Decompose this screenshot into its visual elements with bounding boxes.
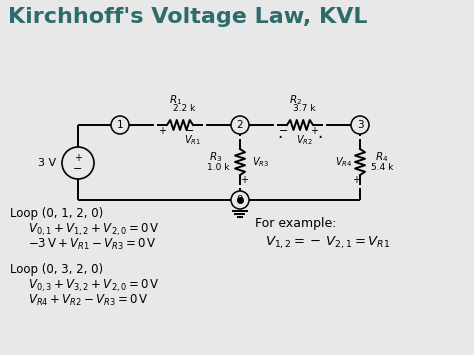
Circle shape	[231, 116, 249, 134]
Text: 3 V: 3 V	[38, 158, 56, 168]
Text: 2.2 k: 2.2 k	[173, 104, 195, 113]
Text: $V_{0,3} + V_{3,2} + V_{2,0} = 0\,\mathrm{V}$: $V_{0,3} + V_{3,2} + V_{2,0} = 0\,\mathr…	[28, 278, 160, 294]
Text: 0: 0	[237, 195, 243, 205]
Text: Kirchhoff's Voltage Law, KVL: Kirchhoff's Voltage Law, KVL	[8, 7, 367, 27]
Circle shape	[62, 147, 94, 179]
Text: $V_{R4} + V_{R2} - V_{R3} = 0\,\mathrm{V}$: $V_{R4} + V_{R2} - V_{R3} = 0\,\mathrm{V…	[28, 293, 149, 308]
Text: $V_{R1}$: $V_{R1}$	[184, 133, 201, 147]
Text: +: +	[158, 126, 166, 136]
Text: $V_{1,2} = -\,V_{2,1} = V_{R1}$: $V_{1,2} = -\,V_{2,1} = V_{R1}$	[265, 235, 391, 251]
Text: $R_1$: $R_1$	[169, 93, 182, 107]
Text: +: +	[74, 153, 82, 163]
Text: ·: ·	[277, 129, 283, 147]
Text: 2: 2	[237, 120, 243, 130]
Text: 1.0 k: 1.0 k	[207, 163, 229, 171]
Text: Loop (0, 3, 2, 0): Loop (0, 3, 2, 0)	[10, 263, 103, 276]
Text: −: −	[279, 126, 289, 136]
Text: 3.7 k: 3.7 k	[293, 104, 315, 113]
Text: $R_2$: $R_2$	[290, 93, 302, 107]
Circle shape	[231, 191, 249, 209]
Text: Loop (0, 1, 2, 0): Loop (0, 1, 2, 0)	[10, 207, 103, 220]
Text: $V_{R2}$: $V_{R2}$	[296, 133, 313, 147]
Text: $V_{R3}$: $V_{R3}$	[252, 155, 269, 169]
Text: 5.4 k: 5.4 k	[371, 163, 393, 171]
Text: +: +	[310, 126, 318, 136]
Text: 3: 3	[357, 120, 363, 130]
Circle shape	[111, 116, 129, 134]
Text: $R_4$: $R_4$	[375, 150, 389, 164]
Text: 1: 1	[117, 120, 123, 130]
Text: For example:: For example:	[255, 217, 337, 230]
Text: +: +	[352, 175, 360, 185]
Text: −: −	[73, 164, 82, 174]
Text: −: −	[185, 126, 195, 136]
Text: $V_{0,1} + V_{1,2} + V_{2,0} = 0\,\mathrm{V}$: $V_{0,1} + V_{1,2} + V_{2,0} = 0\,\mathr…	[28, 222, 160, 239]
Text: $-3\,\mathrm{V} + V_{R1} - V_{R3} = 0\,\mathrm{V}$: $-3\,\mathrm{V} + V_{R1} - V_{R3} = 0\,\…	[28, 237, 156, 252]
Text: ·: ·	[318, 129, 323, 147]
Text: +: +	[240, 175, 248, 185]
Text: $R_3$: $R_3$	[210, 150, 223, 164]
Text: $V_{R4}$: $V_{R4}$	[335, 155, 352, 169]
Circle shape	[351, 116, 369, 134]
